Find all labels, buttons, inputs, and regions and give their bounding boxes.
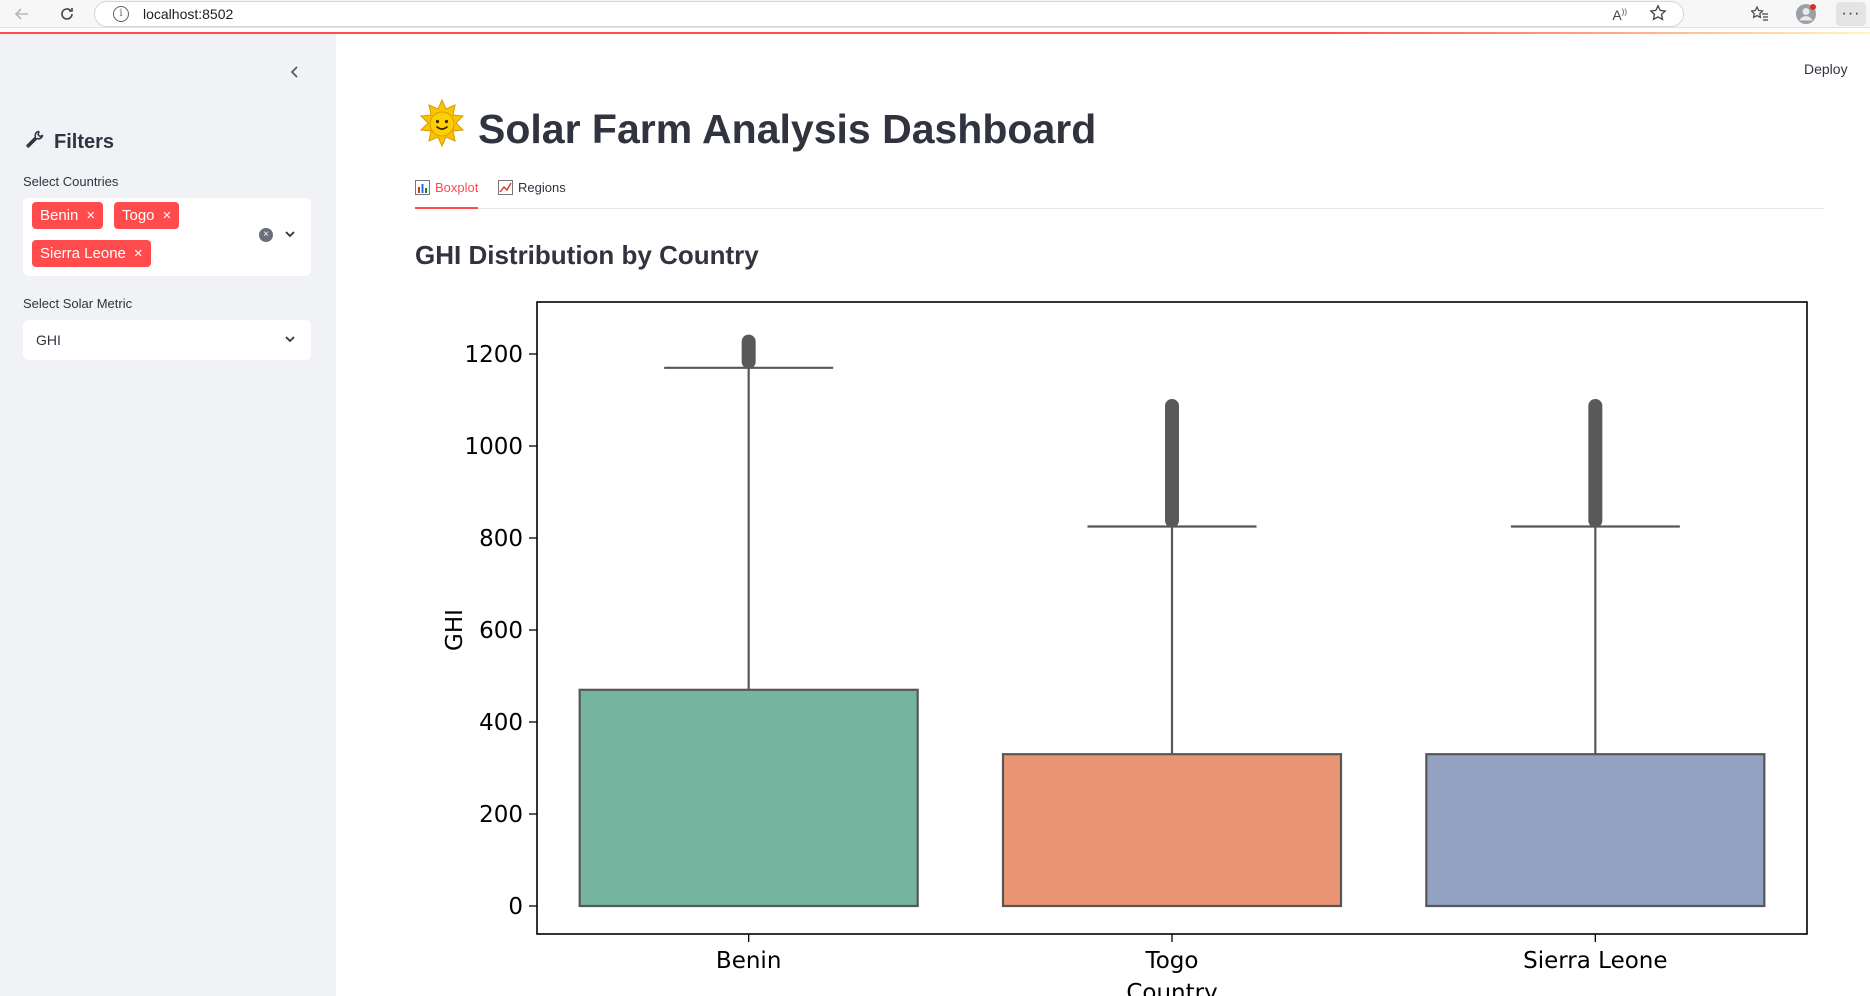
x-tick-label: Sierra Leone	[1523, 948, 1667, 974]
country-tag-label: Togo	[122, 207, 155, 224]
address-bar[interactable]: i localhost:8502 A))	[94, 1, 1684, 27]
remove-tag-icon[interactable]: ×	[86, 207, 96, 224]
countries-multiselect[interactable]: Benin × Togo × Sierra Leone × ×	[23, 198, 311, 276]
chevron-down-icon[interactable]	[282, 226, 298, 242]
clear-all-icon[interactable]: ×	[259, 228, 273, 242]
metric-label: Select Solar Metric	[23, 296, 133, 311]
box-sierra-leone	[1425, 753, 1766, 908]
sidebar-title-text: Filters	[54, 130, 115, 153]
country-tag-label: Benin	[40, 207, 79, 224]
tab-label: Boxplot	[435, 180, 479, 195]
profile-avatar-icon[interactable]	[1794, 2, 1818, 26]
y-tick-label: 0	[508, 894, 523, 920]
deploy-button[interactable]: Deploy	[1804, 61, 1848, 77]
page-title: Solar Farm Analysis Dashboard	[416, 98, 1096, 160]
url-text: localhost:8502	[143, 6, 234, 22]
wrench-icon	[24, 128, 46, 156]
country-tag-benin: Benin ×	[32, 202, 104, 229]
remove-tag-icon[interactable]: ×	[162, 207, 172, 224]
y-tick-label: 1200	[464, 342, 523, 368]
box-benin	[578, 688, 919, 908]
reload-icon[interactable]	[55, 2, 79, 26]
y-tick-label: 600	[479, 618, 523, 644]
tab-bar: Boxplot Regions	[415, 178, 1824, 209]
x-tick-label: Benin	[716, 948, 781, 974]
ghi-boxplot-chart: 0 200 400 600 800 1000 1200 GHI Benin Togo Sierra …	[442, 301, 1808, 996]
x-axis-label: Country	[1126, 980, 1217, 996]
page-title-text: Solar Farm Analysis Dashboard	[478, 105, 1097, 152]
read-aloud-icon[interactable]: A))	[1612, 7, 1627, 23]
y-tick-label: 1000	[464, 434, 523, 460]
x-tick-label: Togo	[1145, 948, 1199, 974]
sidebar-title: Filters	[24, 128, 114, 156]
country-tag-label: Sierra Leone	[40, 245, 126, 262]
sun-icon	[416, 98, 468, 160]
loading-progress-line	[0, 32, 1870, 34]
tab-regions[interactable]: Regions	[498, 178, 566, 209]
bar-chart-icon	[415, 180, 430, 195]
y-tick-label: 800	[479, 526, 523, 552]
y-tick-label: 400	[479, 710, 523, 736]
metric-select[interactable]: GHI	[23, 320, 311, 360]
tab-label: Regions	[518, 180, 566, 195]
y-axis-label: GHI	[442, 609, 468, 651]
y-tick-label: 200	[479, 802, 523, 828]
countries-label: Select Countries	[23, 174, 119, 189]
collapse-sidebar-icon[interactable]	[283, 60, 307, 84]
tab-boxplot[interactable]: Boxplot	[415, 178, 479, 209]
site-info-icon[interactable]: i	[113, 6, 129, 22]
chevron-down-icon	[282, 331, 298, 347]
country-tag-sierra-leone: Sierra Leone ×	[32, 240, 151, 267]
favorites-list-icon[interactable]	[1748, 2, 1772, 26]
remove-tag-icon[interactable]: ×	[133, 245, 143, 262]
more-options-icon[interactable]: ···	[1836, 2, 1866, 26]
browser-toolbar: i localhost:8502 A)) ···	[0, 0, 1870, 28]
sidebar: Filters Select Countries Benin × Togo × …	[0, 34, 336, 996]
box-togo	[1001, 753, 1343, 908]
metric-select-value: GHI	[36, 332, 61, 348]
favorite-star-icon[interactable]	[1649, 3, 1667, 27]
section-title: GHI Distribution by Country	[415, 240, 759, 270]
line-chart-icon	[498, 180, 513, 195]
back-arrow-icon[interactable]	[10, 2, 34, 26]
country-tag-togo: Togo ×	[114, 202, 180, 229]
